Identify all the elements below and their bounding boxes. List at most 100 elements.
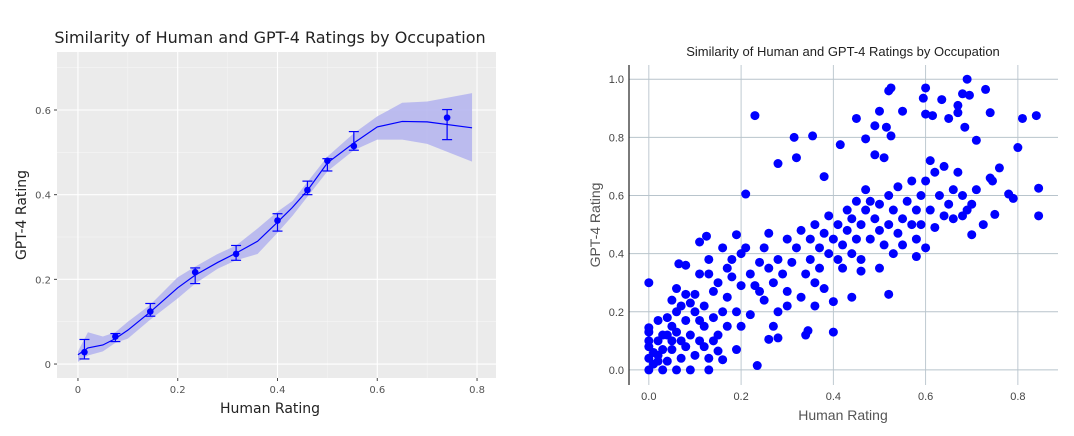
- right-scatter-point: [708, 313, 718, 323]
- right-scatter-point: [690, 307, 700, 317]
- right-scatter-point: [690, 289, 700, 299]
- right-scatter-point: [874, 106, 884, 116]
- right-scatter-point: [865, 196, 875, 206]
- right-scatter-point: [662, 330, 672, 340]
- right-scatter-point: [865, 234, 875, 244]
- right-scatter-point: [815, 263, 825, 273]
- right-scatter-point: [791, 153, 801, 163]
- right-scatter-point: [847, 292, 857, 302]
- right-scatter-point: [718, 243, 728, 253]
- left-data-point: [112, 333, 119, 340]
- right-scatter-point: [847, 214, 857, 224]
- left-y-axis-label: GPT-4 Rating: [14, 170, 30, 260]
- right-scatter-point: [953, 100, 963, 110]
- right-scatter-point: [902, 196, 912, 206]
- right-scatter-point: [644, 327, 654, 337]
- left-x-tick-label: 0: [75, 385, 81, 396]
- right-scatter-point: [874, 199, 884, 209]
- left-x-axis-label: Human Rating: [220, 401, 320, 417]
- right-scatter-point: [921, 176, 931, 186]
- right-scatter-point: [704, 269, 714, 279]
- right-scatter-point: [801, 269, 811, 279]
- right-scatter-point: [948, 185, 958, 195]
- right-scatter-point: [1034, 183, 1044, 193]
- right-scatter-point: [782, 301, 792, 311]
- right-scatter-point: [695, 269, 705, 279]
- right-scatter-point: [1017, 113, 1027, 123]
- right-scatter-point: [1034, 211, 1044, 221]
- left-data-point: [191, 268, 199, 276]
- right-scatter-point: [752, 361, 762, 371]
- right-scatter-point: [819, 228, 829, 238]
- right-x-tick-label: 0.6: [918, 391, 933, 403]
- right-scatter-point: [870, 214, 880, 224]
- right-scatter-point: [898, 240, 908, 250]
- right-y-tick-label: 1.0: [609, 74, 624, 86]
- right-scatter-point: [713, 278, 723, 288]
- right-x-axis-label: Human Rating: [798, 407, 888, 423]
- right-scatter-point: [796, 225, 806, 235]
- right-scatter-point: [791, 243, 801, 253]
- left-data-point: [274, 217, 281, 224]
- right-scatter-point: [681, 315, 691, 325]
- right-scatter-point: [953, 167, 963, 177]
- right-scatter-point: [928, 111, 938, 121]
- right-scatter-point: [879, 153, 889, 163]
- right-y-tick-label: 0.4: [609, 249, 624, 261]
- right-scatter-point: [828, 234, 838, 244]
- right-scatter-point: [764, 228, 774, 238]
- right-scatter-point: [884, 289, 894, 299]
- right-scatter-point: [644, 336, 654, 346]
- right-x-tick-label: 0.2: [733, 391, 748, 403]
- right-scatter-point: [842, 225, 852, 235]
- right-scatter-point: [1013, 143, 1023, 153]
- right-y-tick-label: 0.8: [609, 132, 624, 144]
- left-data-point: [81, 348, 88, 356]
- right-scatter-point: [911, 205, 921, 215]
- right-scatter-point: [699, 301, 709, 311]
- right-scatter-point: [870, 121, 880, 131]
- right-scatter-point: [768, 321, 778, 331]
- right-scatter-point: [736, 281, 746, 291]
- right-scatter-point: [681, 289, 691, 299]
- right-scatter-point: [838, 240, 848, 250]
- right-scatter-point: [768, 278, 778, 288]
- right-y-tick-label: 0.0: [609, 365, 624, 377]
- right-scatter-point: [824, 249, 834, 259]
- right-scatter-point: [805, 234, 815, 244]
- left-y-tick-label: 0.2: [35, 275, 51, 286]
- right-scatter-point: [819, 172, 829, 182]
- left-data-point: [324, 157, 331, 165]
- right-scatter-point: [856, 220, 866, 230]
- right-scatter-point: [898, 214, 908, 224]
- right-scatter-point: [934, 190, 944, 200]
- right-scatter-point: [759, 295, 769, 305]
- right-scatter-point: [731, 345, 741, 355]
- right-scatter-point: [916, 220, 926, 230]
- right-scatter-point: [851, 196, 861, 206]
- right-scatter-point: [672, 284, 682, 294]
- right-scatter-point: [937, 95, 947, 105]
- right-scatter-point: [886, 131, 896, 141]
- right-scatter-point: [953, 108, 963, 118]
- right-scatter-point: [787, 257, 797, 267]
- right-scatter-point: [948, 214, 958, 224]
- right-scatter-point: [662, 313, 672, 323]
- right-scatter-point: [944, 113, 954, 123]
- right-scatter-point: [653, 315, 663, 325]
- right-y-axis-label: GPT-4 Rating: [587, 183, 603, 268]
- right-scatter-point: [676, 336, 686, 346]
- right-scatter-point: [685, 330, 695, 340]
- right-scatter-point: [856, 254, 866, 264]
- right-scatter-point: [884, 190, 894, 200]
- right-scatter-point: [964, 90, 974, 100]
- left-confidence-band: [77, 93, 473, 362]
- right-scatter-point: [750, 111, 760, 121]
- right-x-tick-label: 0.8: [1010, 391, 1025, 403]
- left-data-point: [232, 250, 240, 258]
- right-scatter-point: [921, 243, 931, 253]
- right-scatter-point: [925, 156, 935, 166]
- right-scatter-point: [750, 281, 760, 291]
- right-scatter-point: [824, 211, 834, 221]
